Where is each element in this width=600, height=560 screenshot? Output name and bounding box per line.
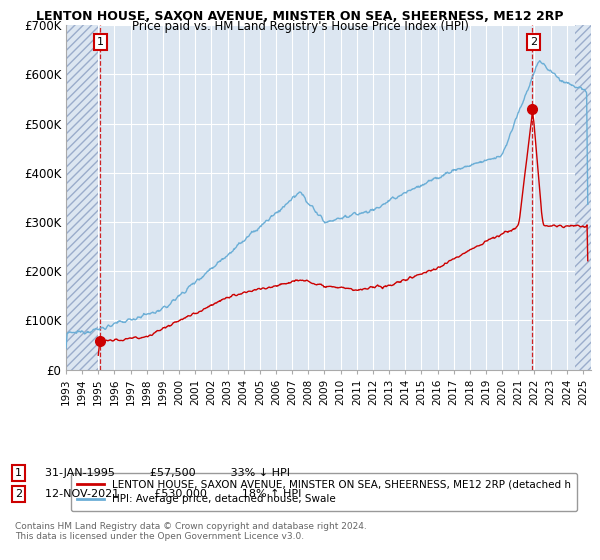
Text: 2: 2 [530, 38, 537, 47]
Bar [575, 25, 591, 370]
Text: Contains HM Land Registry data © Crown copyright and database right 2024.
This d: Contains HM Land Registry data © Crown c… [15, 522, 367, 542]
Text: 2: 2 [15, 489, 22, 499]
Text: 1: 1 [15, 468, 22, 478]
Text: LENTON HOUSE, SAXON AVENUE, MINSTER ON SEA, SHEERNESS, ME12 2RP: LENTON HOUSE, SAXON AVENUE, MINSTER ON S… [36, 10, 564, 22]
Text: Price paid vs. HM Land Registry's House Price Index (HPI): Price paid vs. HM Land Registry's House … [131, 20, 469, 32]
Text: 1: 1 [97, 38, 104, 47]
Text: 31-JAN-1995          £57,500          33% ↓ HPI: 31-JAN-1995 £57,500 33% ↓ HPI [45, 468, 290, 478]
Legend: LENTON HOUSE, SAXON AVENUE, MINSTER ON SEA, SHEERNESS, ME12 2RP (detached h, HPI: LENTON HOUSE, SAXON AVENUE, MINSTER ON S… [71, 473, 577, 511]
Text: 12-NOV-2021          £530,000          18% ↑ HPI: 12-NOV-2021 £530,000 18% ↑ HPI [45, 489, 301, 499]
Bar [66, 25, 98, 370]
